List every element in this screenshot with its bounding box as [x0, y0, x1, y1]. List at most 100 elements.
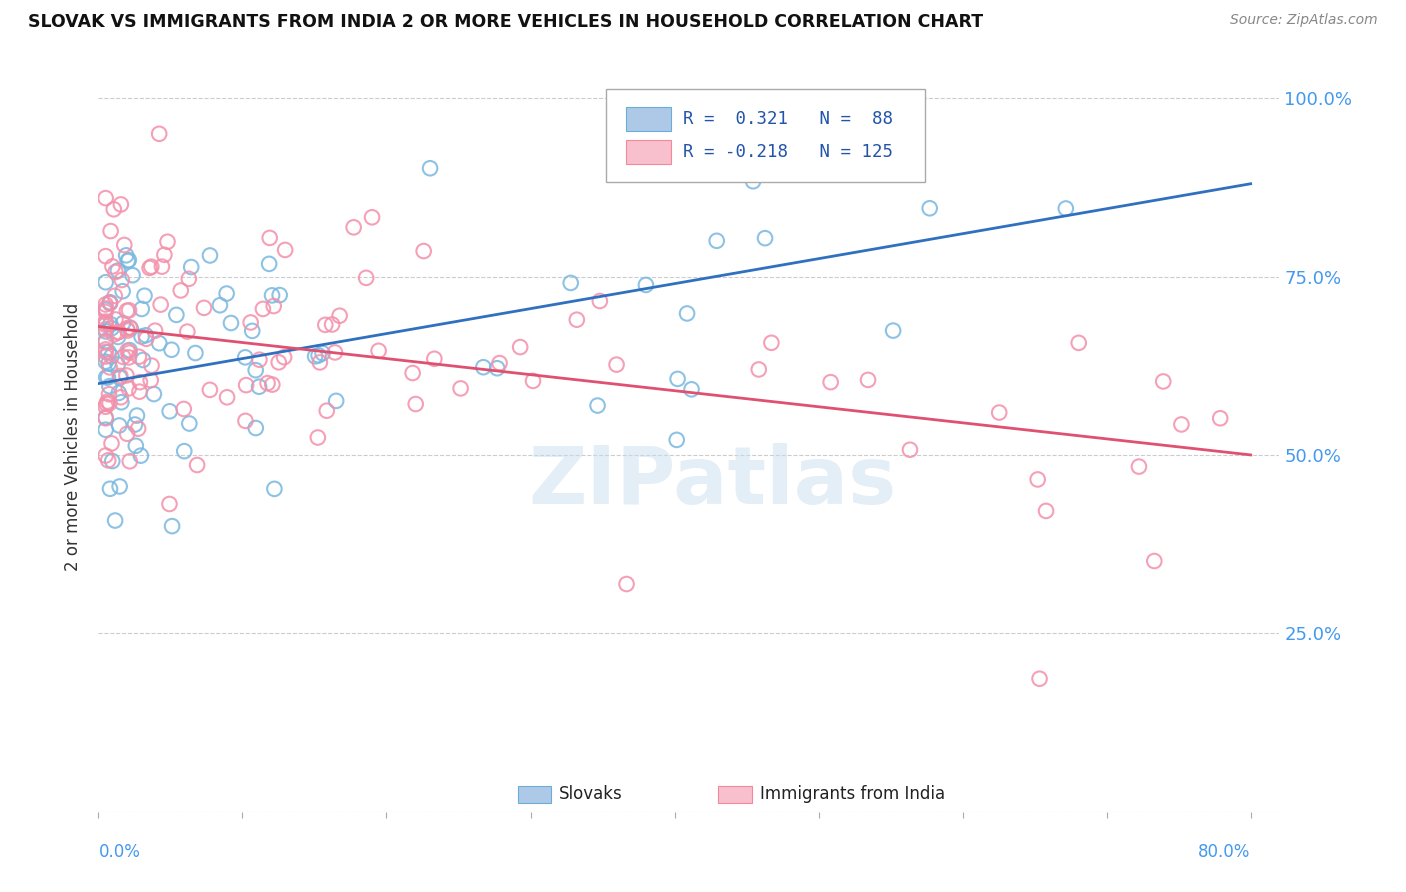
Point	[94, 423, 117, 437]
Point	[606, 358, 628, 372]
Point	[94, 316, 117, 330]
Point	[107, 325, 129, 339]
Point	[110, 390, 132, 404]
Point	[315, 403, 337, 417]
Point	[94, 350, 117, 364]
Point	[419, 161, 441, 176]
Point	[1128, 459, 1150, 474]
FancyBboxPatch shape	[517, 786, 551, 803]
Point	[94, 400, 117, 414]
Point	[100, 317, 122, 331]
Point	[329, 309, 352, 323]
Point	[1152, 375, 1174, 389]
Point	[259, 231, 281, 245]
Point	[115, 368, 138, 383]
Point	[354, 270, 377, 285]
Point	[94, 344, 117, 359]
Point	[198, 383, 221, 397]
Text: ZIPatlas: ZIPatlas	[529, 443, 897, 521]
Point	[325, 393, 347, 408]
Text: 80.0%: 80.0%	[1198, 843, 1250, 861]
Point	[117, 343, 139, 358]
Point	[159, 404, 181, 418]
Point	[405, 397, 427, 411]
Point	[665, 433, 688, 447]
Point	[754, 231, 776, 245]
Point	[94, 410, 117, 425]
Point	[103, 202, 125, 217]
Point	[450, 381, 472, 395]
Point	[118, 345, 141, 359]
Point	[98, 296, 121, 310]
Point	[560, 276, 582, 290]
Point	[94, 302, 117, 317]
Point	[676, 306, 699, 320]
Point	[1067, 335, 1090, 350]
Point	[472, 360, 495, 375]
Point	[249, 352, 271, 367]
Point	[141, 260, 163, 274]
Point	[160, 343, 183, 357]
Point	[107, 386, 129, 401]
Y-axis label: 2 or more Vehicles in Household: 2 or more Vehicles in Household	[65, 303, 83, 571]
Point	[180, 260, 202, 274]
Point	[160, 519, 183, 533]
Point	[94, 191, 117, 205]
Point	[1143, 554, 1166, 568]
Point	[247, 380, 270, 394]
Point	[634, 277, 657, 292]
FancyBboxPatch shape	[626, 107, 671, 131]
Point	[131, 329, 153, 343]
Point	[94, 325, 117, 339]
Point	[97, 356, 120, 370]
Point	[245, 363, 267, 377]
Point	[321, 318, 343, 332]
Point	[367, 343, 389, 358]
Point	[101, 454, 124, 468]
Point	[1026, 473, 1049, 487]
Point	[761, 335, 783, 350]
Point	[235, 378, 257, 392]
Point	[94, 297, 117, 311]
Point	[127, 422, 149, 436]
Point	[94, 301, 117, 316]
Point	[110, 197, 132, 211]
Point	[129, 449, 152, 463]
Point	[153, 248, 176, 262]
Point	[314, 318, 336, 332]
Point	[125, 439, 148, 453]
Point	[706, 234, 728, 248]
Point	[918, 201, 941, 215]
Point	[124, 417, 146, 432]
Point	[323, 345, 346, 359]
Point	[110, 368, 132, 383]
Text: Immigrants from India: Immigrants from India	[759, 786, 945, 804]
Point	[252, 301, 274, 316]
Point	[94, 343, 117, 357]
Point	[94, 354, 117, 368]
Point	[94, 249, 117, 263]
Point	[820, 375, 842, 389]
Point	[121, 268, 143, 283]
Point	[304, 349, 326, 363]
Point	[307, 430, 329, 444]
Text: 0.0%: 0.0%	[98, 843, 141, 861]
Point	[156, 235, 179, 249]
Point	[98, 387, 121, 401]
Point	[616, 577, 638, 591]
Point	[104, 514, 127, 528]
Point	[104, 265, 127, 279]
Point	[1028, 672, 1050, 686]
Point	[898, 442, 921, 457]
Point	[193, 301, 215, 315]
Point	[100, 436, 122, 450]
Point	[311, 346, 333, 360]
Point	[100, 321, 122, 335]
Point	[112, 238, 135, 252]
Point	[100, 349, 122, 363]
Point	[118, 343, 141, 358]
Point	[134, 289, 156, 303]
Point	[104, 289, 127, 303]
Point	[103, 327, 125, 342]
Point	[401, 366, 423, 380]
